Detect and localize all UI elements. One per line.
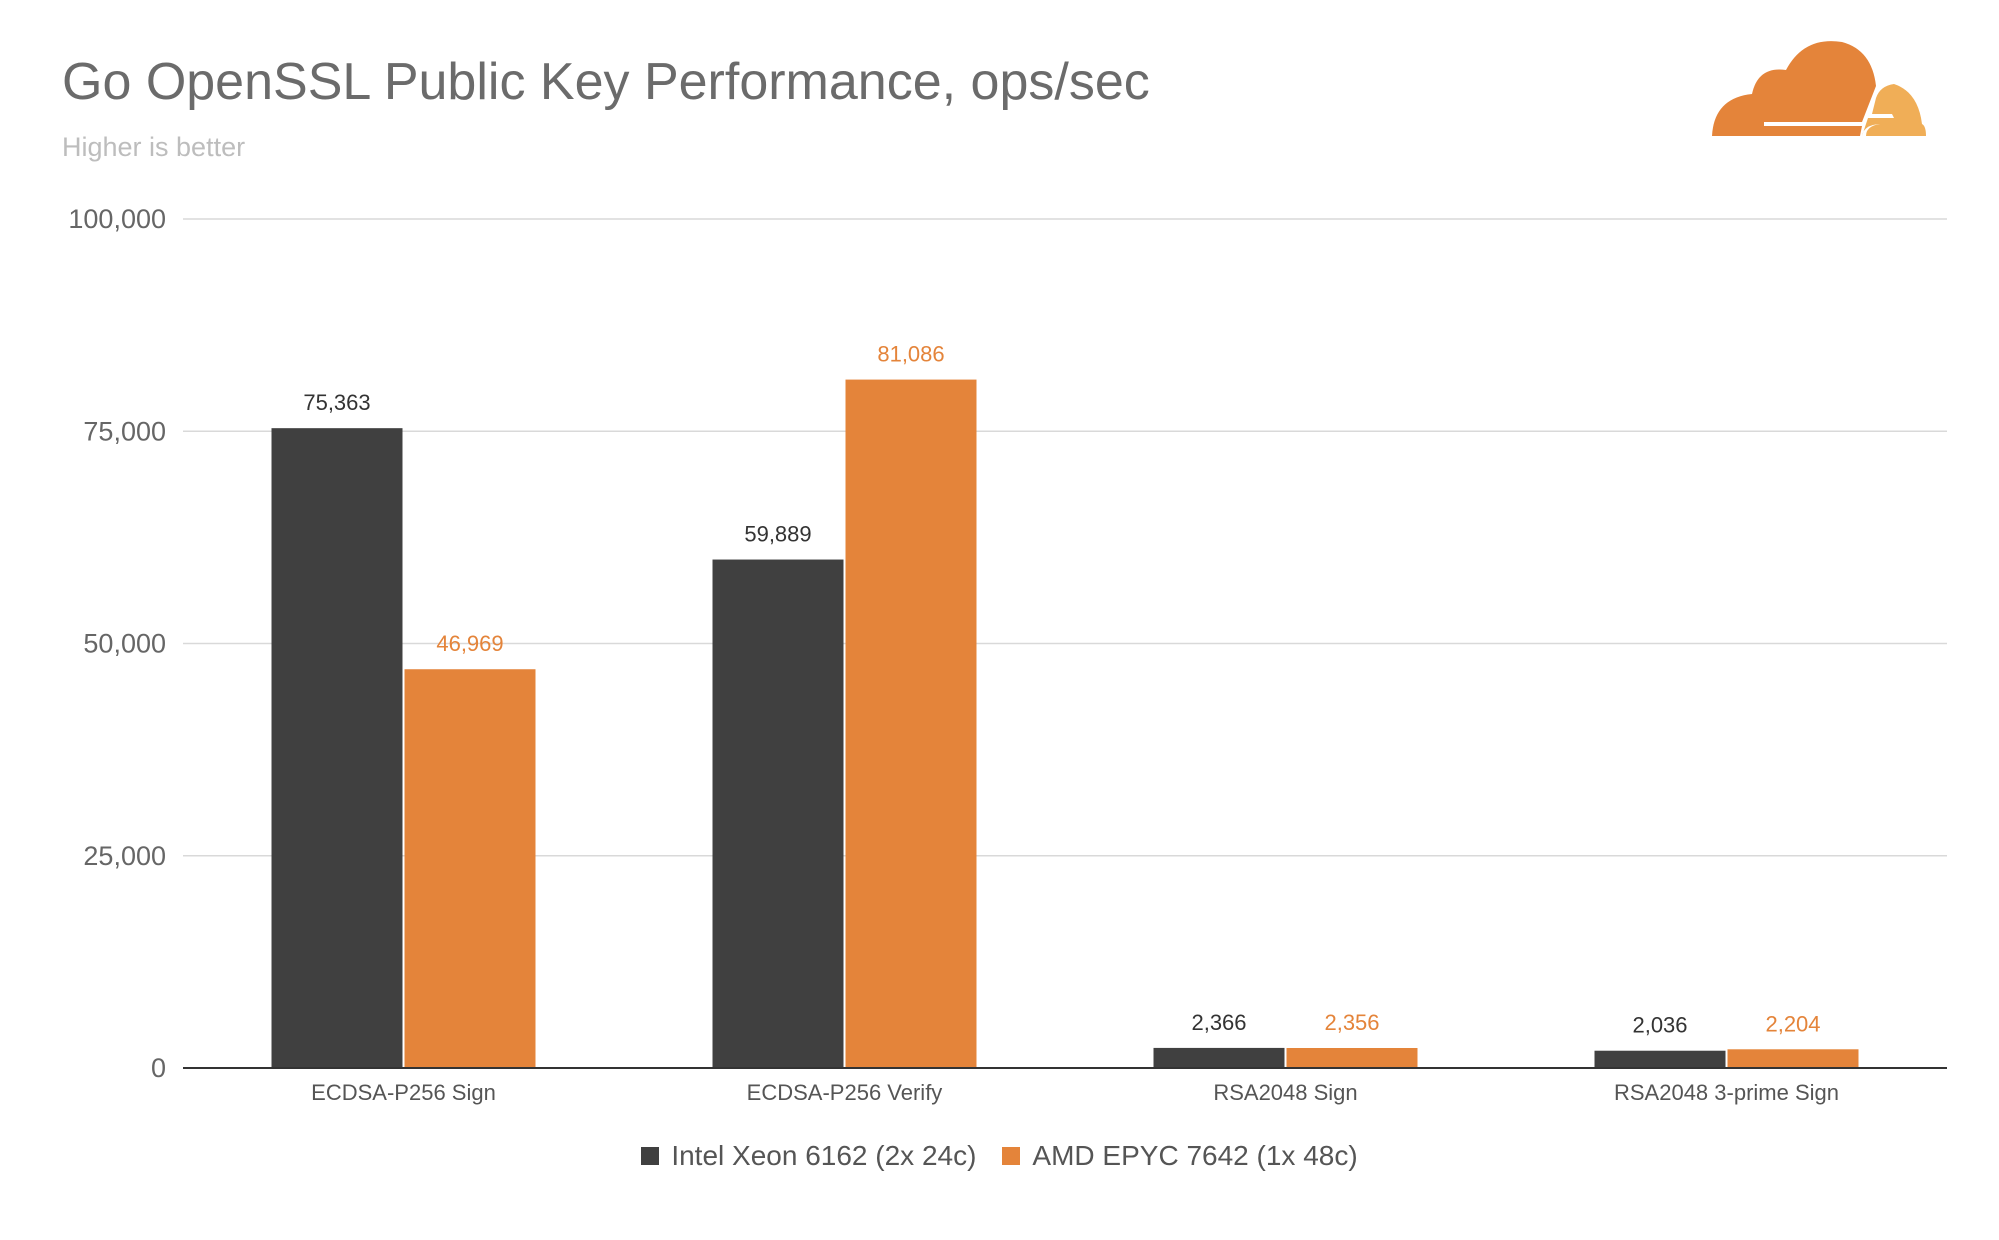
bar bbox=[712, 559, 844, 1068]
y-tick-label: 75,000 bbox=[83, 416, 166, 446]
bar bbox=[1727, 1049, 1859, 1068]
chart-subtitle: Higher is better bbox=[62, 132, 246, 162]
bar bbox=[1286, 1047, 1418, 1068]
y-tick-label: 50,000 bbox=[83, 629, 166, 659]
legend-label-intel: Intel Xeon 6162 (2x 24c) bbox=[671, 1140, 977, 1171]
legend-label-amd: AMD EPYC 7642 (1x 48c) bbox=[1032, 1140, 1358, 1171]
bar bbox=[404, 669, 536, 1068]
data-label: 81,086 bbox=[877, 342, 944, 367]
x-tick-label: ECDSA-P256 Verify bbox=[747, 1080, 943, 1105]
legend: Intel Xeon 6162 (2x 24c) AMD EPYC 7642 (… bbox=[0, 1140, 1999, 1172]
data-label: 2,036 bbox=[1632, 1013, 1687, 1038]
data-label: 2,356 bbox=[1324, 1010, 1379, 1035]
x-tick-label: RSA2048 Sign bbox=[1213, 1080, 1357, 1105]
y-tick-label: 0 bbox=[151, 1053, 166, 1083]
bar bbox=[271, 428, 403, 1069]
legend-swatch-intel bbox=[641, 1147, 660, 1165]
cloudflare-logo-icon bbox=[1712, 41, 1926, 136]
x-tick-label: ECDSA-P256 Sign bbox=[311, 1080, 496, 1105]
y-tick-label: 25,000 bbox=[83, 841, 166, 871]
bar bbox=[845, 379, 977, 1069]
bar bbox=[1153, 1047, 1285, 1068]
data-label: 2,204 bbox=[1765, 1011, 1820, 1036]
legend-item-intel: Intel Xeon 6162 (2x 24c) bbox=[641, 1140, 976, 1172]
y-tick-label: 100,000 bbox=[68, 204, 166, 234]
data-label: 46,969 bbox=[436, 631, 503, 656]
x-tick-label: RSA2048 3-prime Sign bbox=[1614, 1080, 1839, 1105]
data-label: 2,366 bbox=[1191, 1010, 1246, 1035]
chart-title: Go OpenSSL Public Key Performance, ops/s… bbox=[62, 53, 1150, 111]
legend-item-amd: AMD EPYC 7642 (1x 48c) bbox=[1002, 1140, 1358, 1172]
legend-swatch-amd bbox=[1002, 1147, 1021, 1165]
bar bbox=[1594, 1050, 1726, 1068]
data-label: 75,363 bbox=[303, 390, 370, 415]
data-label: 59,889 bbox=[744, 522, 811, 547]
